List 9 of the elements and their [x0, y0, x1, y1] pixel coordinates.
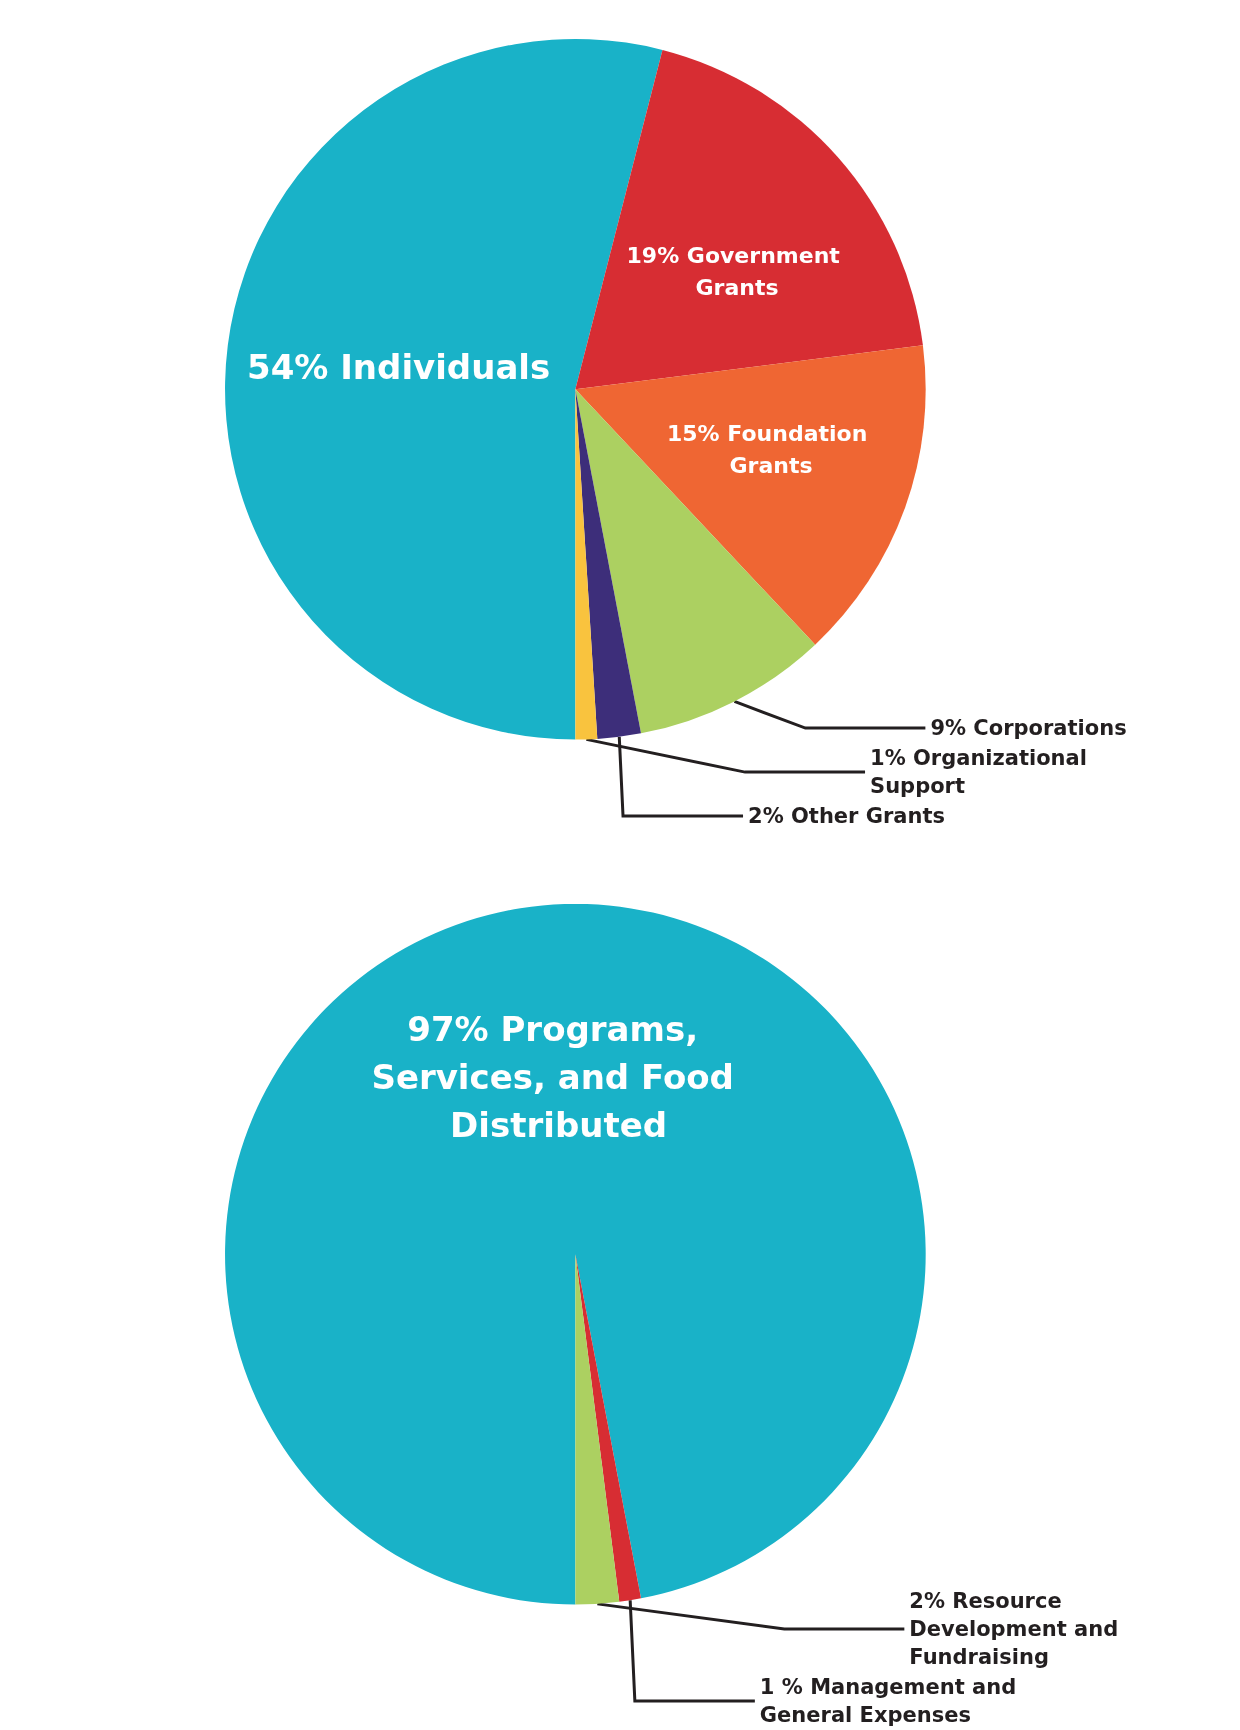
slice-label: 9% Corporations [930, 716, 1127, 741]
slice-label: 19% Government Grants [626, 242, 848, 300]
slice-label: 97% Programs, Services, and Food Distributed [371, 1008, 746, 1145]
slice-label: 15% Foundation Grants [667, 421, 875, 479]
slice-label: 2% Other Grants [748, 804, 945, 829]
slice-label: 1 % Management and General Expenses [759, 1675, 1024, 1727]
slice-label: 54% Individuals [246, 346, 551, 387]
slice-label: 1% Organizational Support [870, 746, 1095, 799]
slice-label: 2% Resource Development and Fundraising [909, 1589, 1126, 1669]
